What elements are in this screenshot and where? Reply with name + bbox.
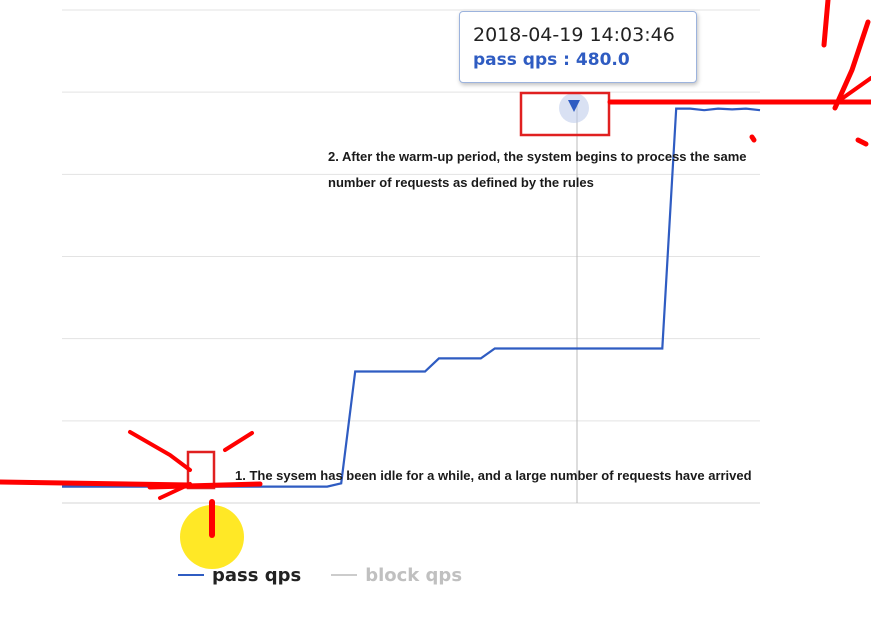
highlight-box-peak xyxy=(519,91,611,137)
hover-point-marker xyxy=(568,100,580,112)
tooltip-value-line: pass qps : 480.0 xyxy=(473,50,630,70)
legend-label-block-qps: block qps xyxy=(365,564,463,586)
legend-label-pass-qps: pass qps xyxy=(212,564,302,586)
gridlines xyxy=(62,9,760,504)
annotation-idle-start: 1. The sysem has been idle for a while, … xyxy=(235,468,752,483)
legend-item-pass-qps[interactable]: pass qps xyxy=(178,565,301,586)
tooltip-series-label: pass qps xyxy=(473,50,558,70)
tooltip-value: 480.0 xyxy=(575,50,630,70)
annotation-warmup-done: 2. After the warm-up period, the system … xyxy=(328,149,747,190)
chart-legend: pass qps block qps xyxy=(178,563,462,587)
data-tooltip: 2018-04-19 14:03:46 pass qps : 480.0 xyxy=(459,11,697,83)
tooltip-timestamp: 2018-04-19 14:03:46 xyxy=(473,24,675,46)
legend-swatch-pass-qps xyxy=(178,574,204,576)
legend-item-block-qps[interactable]: block qps xyxy=(331,565,462,586)
legend-swatch-block-qps xyxy=(331,574,358,576)
tooltip-separator: : xyxy=(557,50,576,70)
red-pen-marks xyxy=(0,0,871,538)
